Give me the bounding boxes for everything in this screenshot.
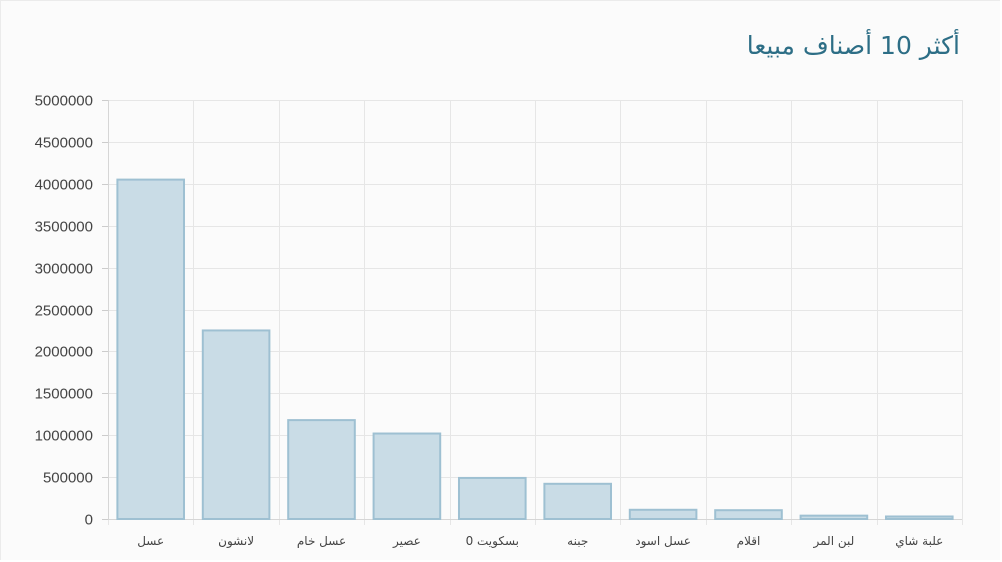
x-category-label: بسكويت 0 [466,534,519,549]
y-tick-label: 1500000 [35,386,93,403]
bar [457,476,527,520]
bar [628,508,698,521]
x-category-label: جبنه [567,534,588,548]
x-category-label: عسل [137,534,164,548]
y-tick-label: 4500000 [35,135,93,152]
x-category-label: عصير [392,534,421,549]
y-tick-label: 5000000 [35,93,93,110]
x-category-label: علبة شاي [895,534,943,548]
x-category-label: عسل اسود [635,534,691,549]
page-title: أكثر 10 أصناف مبيعا [746,31,960,60]
x-category-label: عسل خام [297,534,346,548]
y-tick-label: 3500000 [35,219,93,236]
y-tick-label: 4000000 [35,177,93,194]
y-tick-label: 1000000 [35,428,93,445]
bar [543,482,613,520]
bar [799,514,869,521]
x-category-label: لانشون [218,534,254,549]
bar [287,419,356,520]
y-tick-label: 3000000 [35,261,93,278]
bar [372,432,442,520]
bar [884,515,954,521]
bar [714,509,783,520]
x-category-label: اقلام [737,534,761,548]
y-tick-label: 2000000 [35,344,93,361]
y-tick-label: 0 [85,512,93,529]
bar [201,329,271,521]
x-category-label: لبن المر [813,534,855,549]
y-tick-label: 2500000 [35,303,93,320]
bar [116,178,186,521]
y-tick-label: 500000 [43,470,93,487]
